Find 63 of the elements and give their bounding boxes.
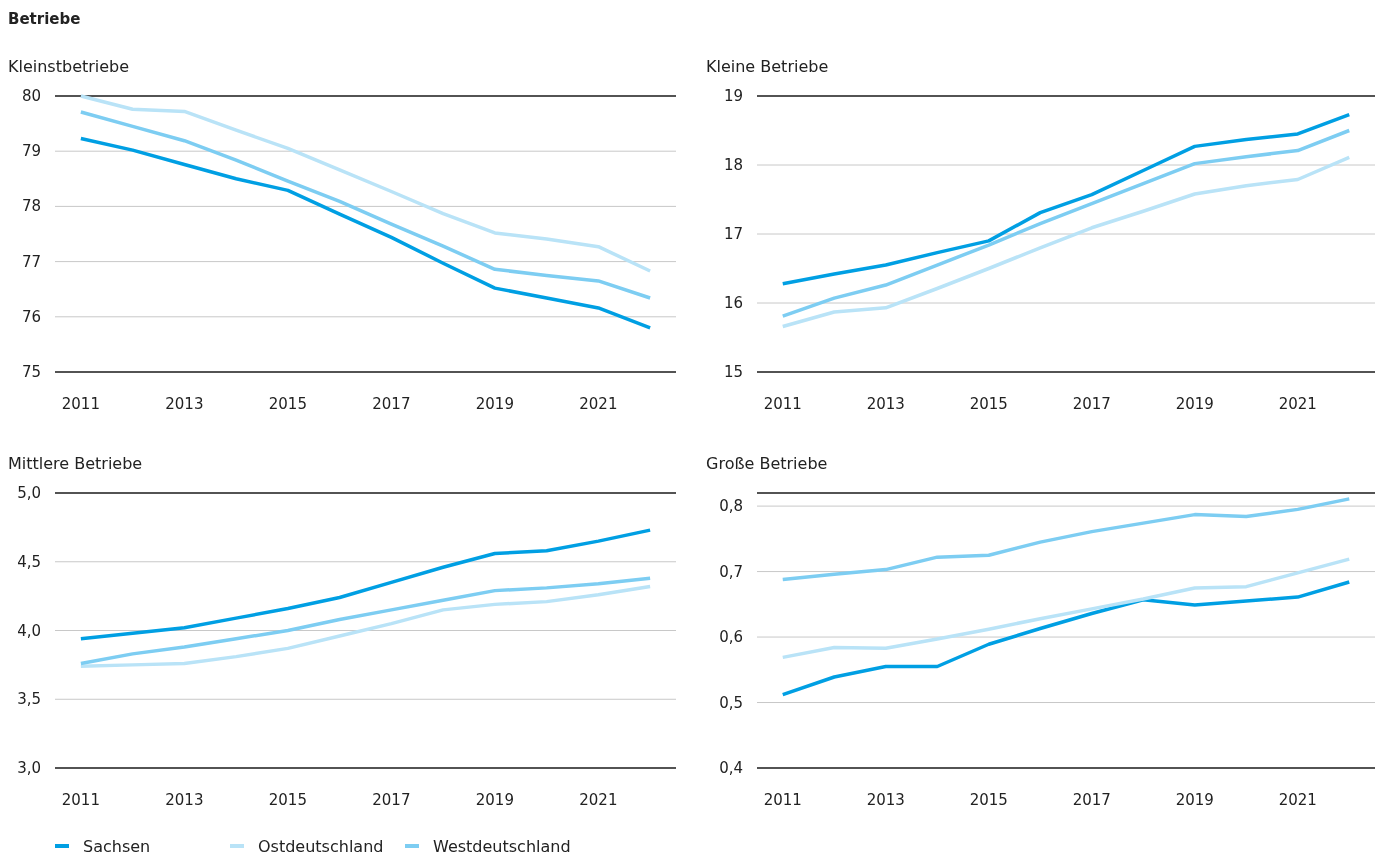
chart-title: Mittlere Betriebe <box>8 454 143 473</box>
y-tick-label: 3,5 <box>17 690 41 709</box>
legend-label: Ostdeutschland <box>258 837 384 856</box>
x-tick-label: 2013 <box>866 395 905 413</box>
y-tick-label: 76 <box>21 307 41 326</box>
y-tick-label: 5,0 <box>17 484 41 502</box>
line-series <box>781 128 1351 318</box>
line-series <box>781 580 1351 697</box>
y-tick-label: 4,0 <box>17 621 41 640</box>
line-series <box>781 112 1351 286</box>
x-tick-label: 2011 <box>61 791 100 809</box>
line-series <box>79 528 652 641</box>
line-series <box>781 155 1351 329</box>
y-tick-label: 0,6 <box>719 628 743 647</box>
y-tick-label: 15 <box>723 363 743 381</box>
chart-title: Kleinstbetriebe <box>8 57 130 76</box>
y-tick-label: 4,5 <box>17 552 41 571</box>
x-tick-label: 2013 <box>866 791 905 809</box>
legend-label: Sachsen <box>83 837 151 856</box>
chart-title: Kleine Betriebe <box>706 57 829 76</box>
y-tick-label: 0,4 <box>719 759 743 777</box>
line-series <box>781 557 1351 660</box>
y-tick-label: 77 <box>21 252 41 271</box>
y-tick-label: 0,7 <box>719 562 743 581</box>
x-tick-label: 2015 <box>268 395 307 413</box>
x-tick-label: 2017 <box>372 395 411 413</box>
y-tick-label: 16 <box>723 294 743 312</box>
y-tick-label: 3,0 <box>17 759 41 777</box>
x-tick-label: 2019 <box>475 395 514 413</box>
x-tick-label: 2011 <box>763 791 802 809</box>
legend-label: Westdeutschland <box>433 837 571 856</box>
x-tick-label: 2021 <box>1278 395 1317 413</box>
x-tick-label: 2017 <box>1072 395 1111 413</box>
x-tick-label: 2017 <box>372 791 411 809</box>
y-tick-label: 19 <box>723 87 743 105</box>
x-tick-label: 2021 <box>1278 791 1317 809</box>
x-tick-label: 2015 <box>969 395 1008 413</box>
y-tick-label: 0,8 <box>719 497 743 516</box>
line-series <box>79 136 652 330</box>
y-tick-label: 0,5 <box>719 693 743 712</box>
x-tick-label: 2017 <box>1072 791 1111 809</box>
y-tick-label: 18 <box>723 156 743 174</box>
line-series <box>781 497 1351 582</box>
y-tick-label: 78 <box>21 197 41 216</box>
x-tick-label: 2011 <box>763 395 802 413</box>
y-tick-label: 17 <box>723 225 743 243</box>
text: Betriebe <box>8 10 81 28</box>
x-tick-label: 2011 <box>61 395 100 413</box>
x-tick-label: 2013 <box>165 395 204 413</box>
x-tick-label: 2021 <box>579 395 618 413</box>
x-tick-label: 2015 <box>969 791 1008 809</box>
x-tick-label: 2019 <box>1175 791 1214 809</box>
chart-title: Große Betriebe <box>706 454 828 473</box>
line-series <box>79 110 652 300</box>
y-tick-label: 79 <box>21 142 41 161</box>
y-tick-label: 75 <box>21 363 41 381</box>
x-tick-label: 2015 <box>268 791 307 809</box>
y-tick-label: 80 <box>21 87 41 105</box>
line-series <box>79 94 652 273</box>
x-tick-label: 2013 <box>165 791 204 809</box>
x-tick-label: 2019 <box>1175 395 1214 413</box>
x-tick-label: 2019 <box>475 791 514 809</box>
x-tick-label: 2021 <box>579 791 618 809</box>
